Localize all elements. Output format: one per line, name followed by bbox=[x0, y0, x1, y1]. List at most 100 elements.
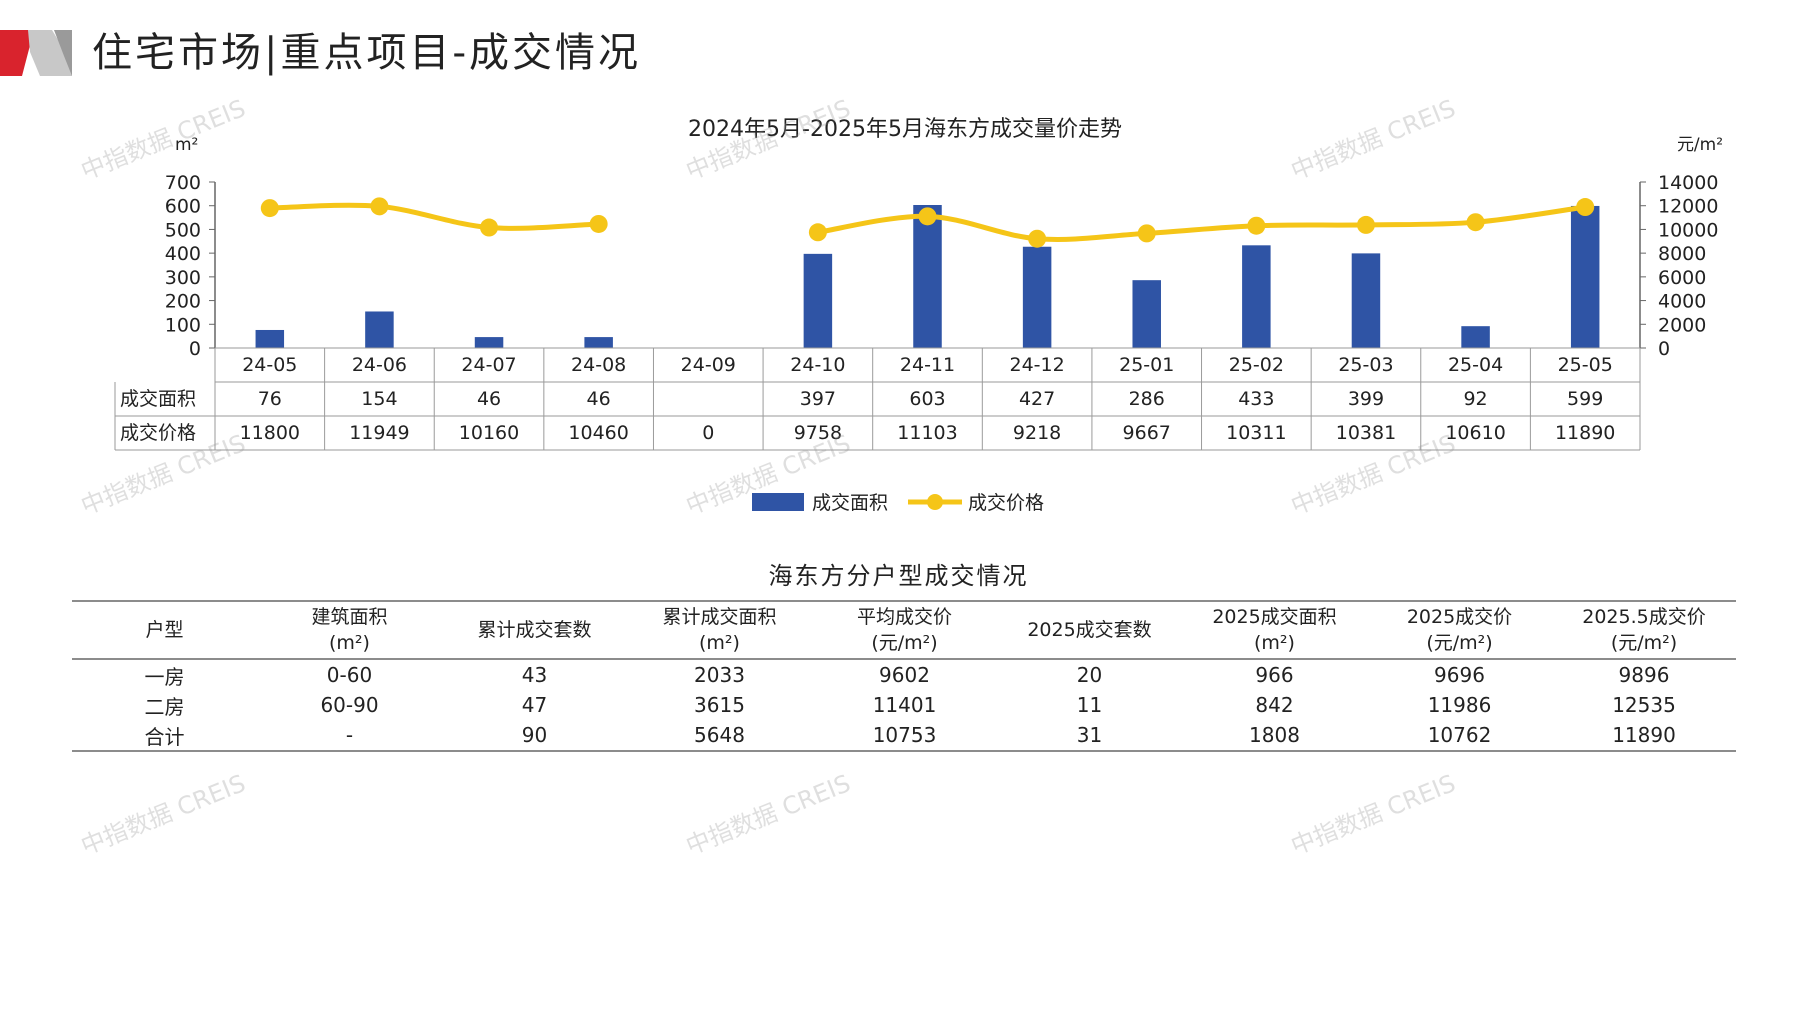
data-label-price: 9218 bbox=[1013, 422, 1061, 444]
x-tick-label: 25-02 bbox=[1229, 354, 1284, 376]
data-label-price: 11949 bbox=[349, 422, 409, 444]
bar-25-03 bbox=[1351, 253, 1381, 348]
page-header: 住宅市场|重点项目-成交情况 bbox=[0, 20, 900, 76]
y-left-tick-label: 100 bbox=[165, 314, 201, 336]
table-row: 合计 - 90 5648 10753 31 1808 10762 11890 bbox=[72, 720, 1736, 751]
table-cell: 0-60 bbox=[326, 663, 373, 687]
page-title: 住宅市场|重点项目-成交情况 bbox=[92, 30, 641, 76]
table-row: 一房 0-60 43 2033 9602 20 966 9696 9896 bbox=[72, 659, 1736, 690]
bar-25-05 bbox=[1570, 205, 1600, 348]
x-tick-label: 25-03 bbox=[1338, 354, 1393, 376]
table-cell: 5648 bbox=[694, 723, 745, 747]
table-cell: 90 bbox=[521, 723, 548, 747]
table-header-text: (m²) bbox=[329, 632, 370, 654]
legend-line-marker bbox=[927, 494, 943, 510]
table-cell: 60-90 bbox=[320, 693, 379, 717]
table-cell: 11401 bbox=[872, 693, 937, 717]
y-left-tick-label: 200 bbox=[165, 291, 201, 313]
table-cell: 11890 bbox=[1612, 723, 1676, 747]
table-header-text: 户型 bbox=[145, 619, 184, 641]
price-point-24-12 bbox=[1028, 229, 1047, 248]
table-cell: 3615 bbox=[694, 693, 745, 717]
bar-25-04 bbox=[1461, 326, 1490, 348]
table-header-text: 2025.5成交价 bbox=[1582, 606, 1706, 628]
legend-bar-label: 成交面积 bbox=[812, 492, 888, 514]
y-right-tick-label: 14000 bbox=[1658, 172, 1718, 194]
table-header-text: 平均成交价 bbox=[856, 606, 952, 628]
table-header-0: 户型 bbox=[72, 601, 257, 659]
price-point-24-05 bbox=[260, 199, 279, 218]
table-header-text: (m²) bbox=[699, 632, 740, 654]
bar-24-12 bbox=[1022, 246, 1052, 348]
bar-25-01 bbox=[1132, 280, 1161, 348]
chart: 2024年5月-2025年5月海东方成交量价走势 m² 元/m² 0100200… bbox=[114, 117, 1723, 514]
table-header-text: 2025成交价 bbox=[1406, 606, 1513, 628]
table-cell: 20 bbox=[1076, 663, 1103, 687]
table-cell: 9896 bbox=[1618, 663, 1670, 687]
y-left-tick-label: 300 bbox=[165, 267, 201, 289]
data-label-price: 10381 bbox=[1336, 422, 1396, 444]
table-header-7: 2025成交价 (元/m²) bbox=[1367, 601, 1552, 659]
price-point-25-02 bbox=[1247, 216, 1266, 235]
x-tick-label: 25-05 bbox=[1558, 354, 1613, 376]
legend-line-label: 成交价格 bbox=[968, 492, 1044, 514]
price-point-25-04 bbox=[1466, 213, 1485, 232]
price-point-24-10 bbox=[808, 223, 827, 242]
table-cell: 二房 bbox=[144, 694, 185, 719]
x-tick-label: 25-04 bbox=[1448, 354, 1503, 376]
table-cell: 1808 bbox=[1249, 723, 1300, 747]
y-right-tick-label: 8000 bbox=[1658, 243, 1706, 265]
table-header-8: 2025.5成交价 (元/m²) bbox=[1552, 601, 1736, 659]
y-right-tick-label: 6000 bbox=[1658, 267, 1706, 289]
table-cell: 31 bbox=[1076, 723, 1103, 747]
table-caption: 海东方分户型成交情况 bbox=[768, 562, 1029, 590]
table-cell: 43 bbox=[521, 663, 548, 687]
table-header-3: 累计成交面积 (m²) bbox=[627, 601, 812, 659]
bar-24-10 bbox=[803, 253, 833, 348]
price-point-24-11 bbox=[918, 207, 937, 226]
legend-bar-swatch bbox=[752, 493, 804, 511]
table-header-2: 累计成交套数 bbox=[442, 601, 627, 659]
bar-25-02 bbox=[1242, 245, 1271, 348]
table-row-label: 成交面积 bbox=[120, 388, 196, 410]
y-right-tick-label: 0 bbox=[1658, 338, 1670, 360]
watermark: 中指数据 CREIS bbox=[682, 769, 855, 861]
table-header-text: (元/m²) bbox=[1610, 632, 1678, 654]
table-header-text: 累计成交面积 bbox=[662, 606, 777, 628]
table-header-text: 累计成交套数 bbox=[477, 619, 592, 641]
chart-title: 2024年5月-2025年5月海东方成交量价走势 bbox=[688, 117, 1122, 142]
data-label-area: 427 bbox=[1019, 388, 1055, 410]
table-cell: 9696 bbox=[1434, 663, 1485, 687]
y-left-tick-label: 700 bbox=[165, 172, 201, 194]
data-label-price: 9667 bbox=[1123, 422, 1171, 444]
watermark: 中指数据 CREIS bbox=[77, 769, 250, 861]
data-label-price: 11800 bbox=[240, 422, 300, 444]
table-row-label: 成交价格 bbox=[120, 422, 196, 444]
bar-24-11 bbox=[913, 205, 942, 348]
y-right-tick-label: 4000 bbox=[1658, 291, 1706, 313]
y-right-tick-label: 12000 bbox=[1658, 196, 1718, 218]
table-header-5: 2025成交套数 bbox=[997, 601, 1182, 659]
table-cell: 合计 bbox=[144, 724, 185, 749]
bar-24-05 bbox=[255, 329, 285, 348]
table-cell: 9602 bbox=[879, 663, 930, 687]
bar-24-08 bbox=[584, 337, 613, 348]
table-header-text: (m²) bbox=[1254, 632, 1295, 654]
data-label-price: 10311 bbox=[1226, 422, 1286, 444]
table-cell: 10762 bbox=[1427, 723, 1492, 747]
table-header-text: 2025成交套数 bbox=[1027, 619, 1152, 641]
table-row: 二房 60-90 47 3615 11401 11 842 11986 12535 bbox=[72, 690, 1736, 720]
price-point-25-05 bbox=[1576, 198, 1595, 217]
x-tick-label: 24-09 bbox=[681, 354, 736, 376]
bar-24-06 bbox=[365, 311, 394, 348]
price-line bbox=[817, 204, 1586, 242]
table-cell: 12535 bbox=[1612, 693, 1676, 717]
x-tick-label: 24-11 bbox=[900, 354, 955, 376]
data-label-area: 46 bbox=[587, 388, 611, 410]
y-left-tick-label: 400 bbox=[165, 243, 201, 265]
data-label-area: 154 bbox=[361, 388, 397, 410]
data-label-area: 92 bbox=[1463, 388, 1487, 410]
y-left-tick-label: 600 bbox=[165, 196, 201, 218]
table-cell: 47 bbox=[521, 693, 548, 717]
data-label-area: 76 bbox=[258, 388, 282, 410]
